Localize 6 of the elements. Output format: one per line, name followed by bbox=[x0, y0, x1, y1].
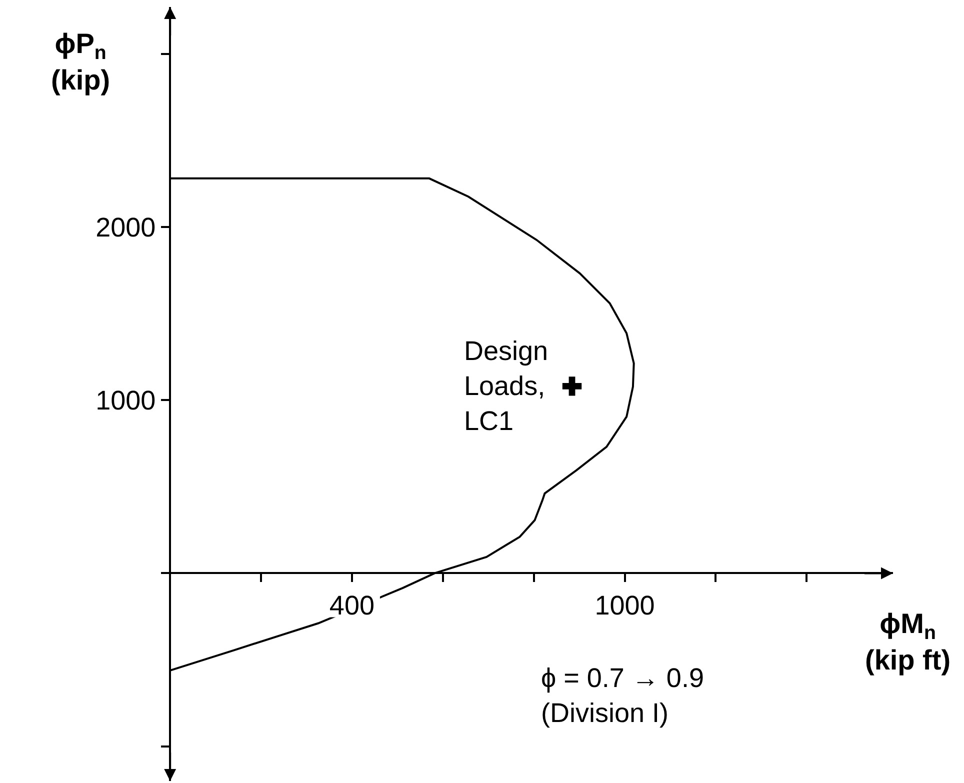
annotation: ϕ = 0.7 → 0.9 (Division I) bbox=[541, 663, 704, 728]
y-tick-label: 2000 bbox=[96, 212, 156, 242]
y-axis-title: ϕP$_{n}$ (kip) bbox=[51, 28, 110, 96]
x-tick-label: 400 bbox=[329, 590, 374, 621]
x-axis-title: ϕM$_{n}$ (kip ft) bbox=[865, 608, 951, 676]
annotation: Design Loads, LC1 bbox=[464, 336, 548, 436]
